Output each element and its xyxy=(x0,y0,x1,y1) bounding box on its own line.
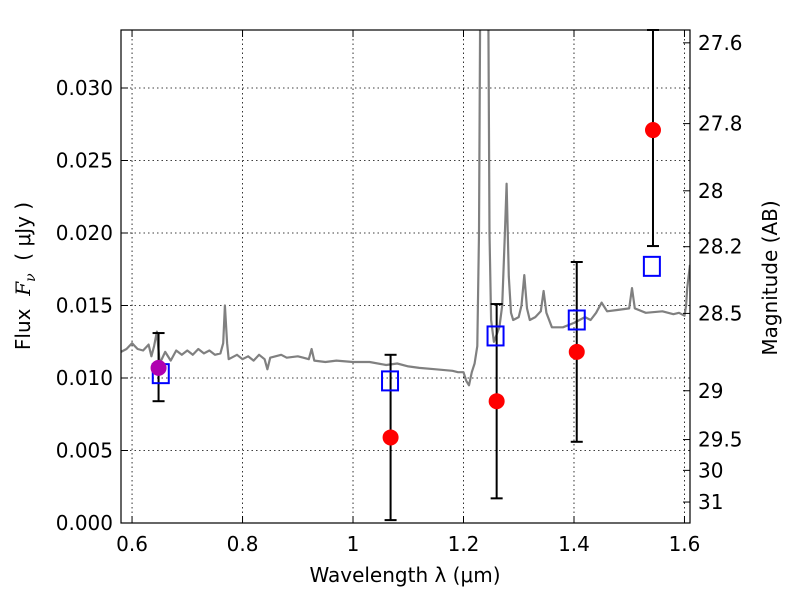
right-tick-label: 31 xyxy=(698,490,723,514)
x-tick-label: 0.8 xyxy=(227,532,259,556)
model-square-marker xyxy=(642,255,661,277)
plot-background xyxy=(121,30,690,523)
right-tick-label: 27.6 xyxy=(698,31,743,55)
x-tick-label: 0.6 xyxy=(116,532,148,556)
y-tick-label: 0.025 xyxy=(56,149,113,173)
y-axis-title-prefix: Flux xyxy=(11,296,35,350)
right-tick-label: 29.5 xyxy=(698,428,743,452)
x-tick-label: 1 xyxy=(347,532,360,556)
y-axis-title-subscript: ν xyxy=(23,273,39,282)
right-tick-label: 28.5 xyxy=(698,301,743,325)
observed-point-marker xyxy=(150,359,167,376)
right-tick-label: 29 xyxy=(698,379,723,403)
y-tick-label: 0.015 xyxy=(56,294,113,318)
x-tick-label: 1.2 xyxy=(448,532,480,556)
tick-layer: 0.6 0.8 1 1.2 1.4 1.6 0.000 0.005 0.010 0.015 0.02… xyxy=(56,30,743,556)
model-square-marker xyxy=(486,325,505,347)
marker-layer xyxy=(150,29,661,522)
y-axis-title-suffix: ( μJy ) xyxy=(11,202,35,274)
y-tick-label: 0.000 xyxy=(56,511,113,535)
observed-point-marker xyxy=(644,122,661,139)
y-tick-label: 0.020 xyxy=(56,221,113,245)
spectrum-line xyxy=(121,30,690,387)
model-square-marker xyxy=(381,370,400,392)
right-tick-label: 28 xyxy=(698,179,723,203)
plot-frame xyxy=(120,29,691,524)
y-tick-label: 0.030 xyxy=(56,76,113,100)
model-square-marker xyxy=(567,309,586,331)
x-tick-label: 1.6 xyxy=(669,532,701,556)
right-tick-label: 30 xyxy=(698,458,723,482)
right-axis-title: Magnitude (AB) xyxy=(758,200,782,355)
x-axis-title: Wavelength λ (μm) xyxy=(309,563,500,587)
y-tick-label: 0.005 xyxy=(56,439,113,463)
observed-point-marker xyxy=(382,429,399,446)
y-tick-label: 0.010 xyxy=(56,366,113,390)
observed-point-marker xyxy=(568,343,585,360)
series-layer xyxy=(121,30,690,387)
y-axis-title-symbol: F xyxy=(11,281,35,297)
y-axis-title: Flux Fν ( μJy ) xyxy=(11,202,39,350)
x-tick-label: 1.4 xyxy=(558,532,590,556)
right-tick-label: 28.2 xyxy=(698,235,743,259)
right-tick-label: 27.8 xyxy=(698,112,743,136)
observed-point-marker xyxy=(488,393,505,410)
